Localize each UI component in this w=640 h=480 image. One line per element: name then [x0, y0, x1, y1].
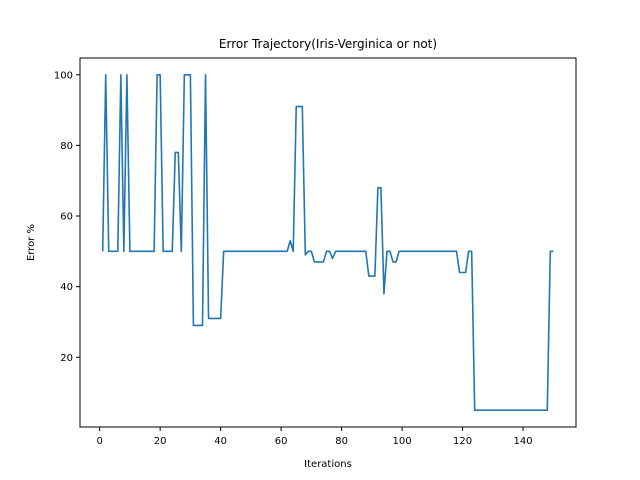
- y-tick-label: 60: [60, 212, 73, 223]
- y-tick-label: 80: [60, 141, 73, 152]
- y-axis-ticks: 20 40 60 80 100: [54, 70, 80, 364]
- x-axis-label: Iterations: [304, 459, 352, 470]
- x-tick-label: 100: [393, 436, 412, 447]
- x-tick-label: 60: [275, 436, 288, 447]
- series-line-0: [101, 73, 554, 412]
- axes-frame: [79, 57, 577, 428]
- x-tick-label: 0: [96, 436, 102, 447]
- y-tick-label: 40: [60, 282, 73, 293]
- x-tick-label: 40: [214, 436, 227, 447]
- x-tick-label: 140: [514, 436, 533, 447]
- y-axis-label: Error %: [26, 224, 37, 261]
- y-tick-label: 20: [60, 353, 73, 364]
- x-tick-label: 120: [453, 436, 472, 447]
- plot-area: [101, 73, 554, 412]
- x-axis-ticks: 0 20 40 60 80 100 120 140: [96, 427, 533, 447]
- chart-title: Error Trajectory(Iris-Verginica or not): [219, 37, 437, 51]
- x-tick-label: 20: [154, 436, 167, 447]
- y-tick-label: 100: [54, 70, 73, 81]
- x-tick-label: 80: [335, 436, 348, 447]
